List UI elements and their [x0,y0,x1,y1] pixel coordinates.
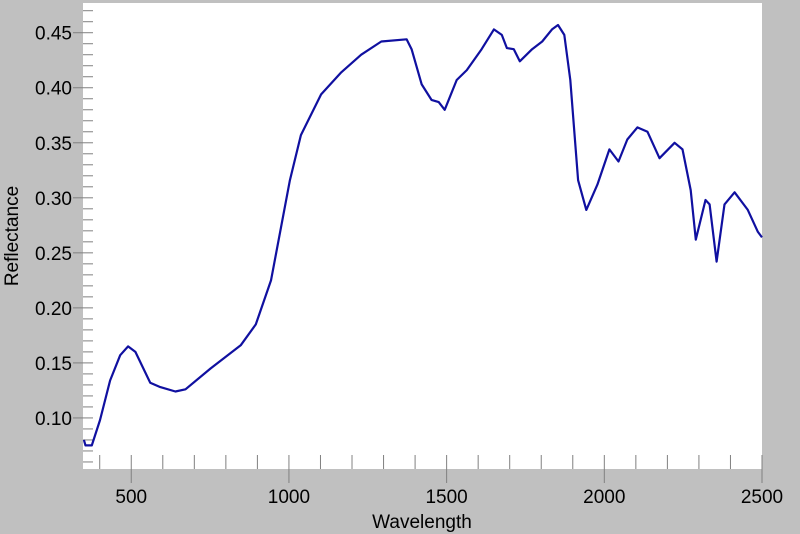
plot-area [83,3,762,469]
series-line [82,23,763,447]
y-tick-label: 0.45 [35,24,72,45]
x-tick-label: 500 [115,487,147,508]
axis-ticks [73,10,763,483]
x-axis-title: Wavelength [372,512,472,533]
y-tick-label: 0.35 [35,134,72,155]
y-tick-label: 0.25 [35,244,72,265]
y-tick-label: 0.15 [35,354,72,375]
y-tick-label: 0.10 [35,409,72,430]
x-tick-label: 2000 [583,487,625,508]
y-tick-label: 0.30 [35,189,72,210]
y-tick-label: 0.20 [35,299,72,320]
y-tick-label: 0.40 [35,79,72,100]
x-tick-label: 1000 [268,487,310,508]
x-tick-label: 1500 [425,487,467,508]
y-axis-title: Reflectance [2,186,23,286]
x-tick-label: 2500 [741,487,783,508]
